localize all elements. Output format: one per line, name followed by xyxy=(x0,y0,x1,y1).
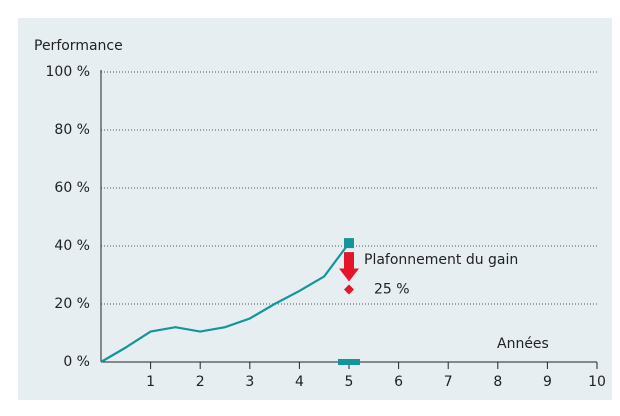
x-tick-label: 1 xyxy=(146,374,155,390)
y-tick-label: 100 % xyxy=(46,64,90,80)
arrow-head xyxy=(339,268,359,282)
y-axis-label: Performance xyxy=(34,38,123,54)
y-tick-label: 40 % xyxy=(54,238,90,254)
y-tick-label: 80 % xyxy=(54,122,90,138)
annotation-text: Plafonnement du gain xyxy=(364,252,518,268)
y-tick-label: 60 % xyxy=(54,180,90,196)
year-marker xyxy=(338,359,360,365)
line xyxy=(100,242,350,363)
capped-marker xyxy=(344,284,354,295)
panel xyxy=(18,18,612,400)
x-tick-label: 7 xyxy=(444,374,453,390)
x-tick-label: 3 xyxy=(245,374,254,390)
x-tick-label: 9 xyxy=(543,374,552,390)
x-tick-label: 8 xyxy=(493,374,502,390)
x-tick-label: 10 xyxy=(588,374,606,390)
y-tick-label: 20 % xyxy=(54,296,90,312)
x-tick-label: 6 xyxy=(394,374,403,390)
x-axis-label: Années xyxy=(497,336,549,352)
end-marker xyxy=(344,238,354,249)
x-tick-label: 5 xyxy=(345,374,354,390)
x-tick-label: 2 xyxy=(196,374,205,390)
x-tick-label: 4 xyxy=(295,374,304,390)
arrow-shaft xyxy=(344,252,354,270)
y-tick-label: 0 % xyxy=(63,354,90,370)
annotation-value-label: 25 % xyxy=(374,282,410,298)
